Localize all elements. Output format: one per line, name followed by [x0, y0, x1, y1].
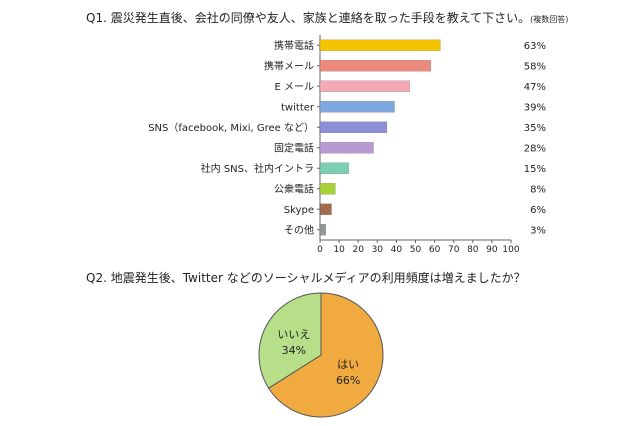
x-tick-label: 50 [410, 245, 422, 255]
category-label: 固定電話 [274, 141, 314, 154]
q1-title: Q1. 震災発生直後、会社の同僚や友人、家族と連絡を取った手段を教えて下さい。 [86, 11, 531, 25]
pie-slice [258, 292, 322, 389]
value-label: 35% [524, 123, 546, 134]
value-label: 47% [524, 82, 546, 93]
category-label: E メール [275, 82, 315, 93]
x-tick-label: 0 [317, 245, 323, 255]
pie-slice-value: 34% [282, 344, 306, 357]
q1-title-row: Q1. 震災発生直後、会社の同僚や友人、家族と連絡を取った手段を教えて下さい。(… [86, 9, 568, 26]
x-tick-label: 70 [448, 245, 460, 255]
pie-slice [267, 292, 384, 418]
value-label: 6% [530, 205, 546, 216]
x-tick-label: 30 [372, 245, 384, 255]
pie-slice-label: はい [337, 358, 359, 371]
category-label: 社内 SNS、社内イントラ [201, 162, 314, 175]
x-tick-label: 80 [467, 245, 479, 255]
value-label: 3% [530, 225, 546, 236]
category-label: SNS（facebook, Mixi, Gree など） [148, 122, 314, 134]
x-tick-label: 100 [502, 245, 519, 255]
category-label: 携帯電話 [274, 39, 314, 52]
value-label: 15% [524, 164, 546, 175]
q1-note: (複数回答) [530, 15, 569, 24]
value-label: 8% [530, 184, 546, 195]
category-label: その他 [284, 223, 314, 236]
category-label: twitter [281, 102, 315, 113]
x-tick-label: 20 [352, 245, 364, 255]
q2-title: Q2. 地震発生後、Twitter などのソーシャルメディアの利用頻度は増えまし… [86, 271, 526, 285]
category-label: Skype [284, 205, 314, 216]
x-tick-label: 10 [333, 245, 345, 255]
pie-slice-value: 66% [336, 374, 360, 387]
value-label: 58% [524, 61, 546, 72]
pie-slice-label: いいえ [277, 328, 310, 341]
value-label: 28% [524, 143, 546, 154]
bar-chart: 携帯電話 63% 携帯メール 58% E メール 47% twitter 39% SNS（fac… [148, 35, 546, 255]
category-label: 公衆電話 [274, 182, 314, 195]
x-tick-label: 90 [486, 245, 498, 255]
value-label: 39% [524, 102, 546, 113]
x-tick-label: 60 [429, 245, 441, 255]
value-label: 63% [524, 41, 546, 52]
category-label: 携帯メール [264, 59, 314, 72]
x-tick-label: 40 [391, 245, 403, 255]
